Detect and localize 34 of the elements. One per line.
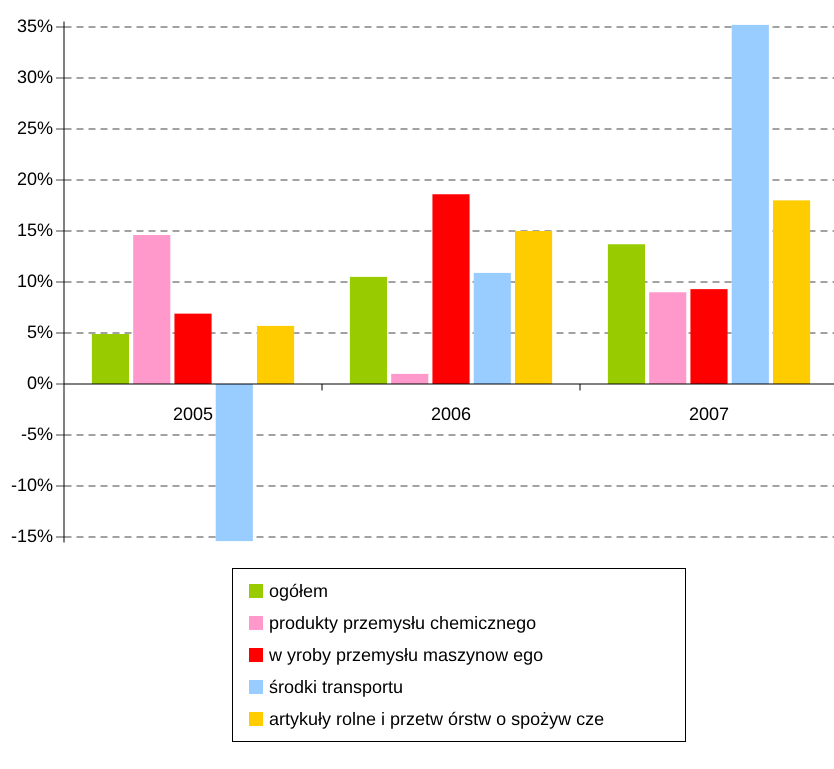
y-tick-label: -15%	[10, 526, 54, 546]
legend-label: ogółem	[269, 580, 328, 602]
bar	[174, 314, 212, 384]
bar	[133, 235, 170, 384]
y-tick-label: 20%	[16, 168, 54, 189]
bar	[514, 230, 552, 384]
bar	[474, 272, 511, 384]
bar	[391, 374, 428, 384]
y-tick-label: -10%	[10, 475, 54, 496]
y-tick-label: 35%	[16, 16, 54, 36]
y-tick-label: 10%	[16, 270, 54, 291]
y-tick-label: 5%	[27, 322, 54, 342]
y-tick-label: 25%	[16, 118, 54, 138]
bar	[649, 292, 686, 384]
y-tick-label: 0%	[27, 373, 54, 394]
bar	[350, 276, 388, 384]
x-tick-label: 2005	[172, 404, 214, 424]
y-tick-label: 15%	[16, 220, 54, 240]
bar	[732, 24, 769, 384]
legend-label: środki transportu	[269, 676, 404, 698]
x-tick-label: 2007	[688, 404, 730, 424]
bar	[257, 326, 294, 384]
bar	[432, 194, 470, 384]
legend-label: artykuły rolne i przetw órstw o spożyw cze	[269, 708, 604, 730]
y-tick-label: 30%	[16, 66, 54, 87]
legend-label: w yroby przemysłu maszynow ego	[269, 644, 544, 666]
bar	[216, 384, 253, 542]
x-tick-label: 2006	[430, 404, 472, 424]
bar	[92, 334, 130, 384]
bar	[608, 244, 646, 384]
bar	[690, 289, 728, 384]
y-tick-label: -5%	[21, 424, 54, 444]
bar	[772, 200, 810, 384]
legend-label: produkty przemysłu chemicznego	[269, 612, 536, 634]
